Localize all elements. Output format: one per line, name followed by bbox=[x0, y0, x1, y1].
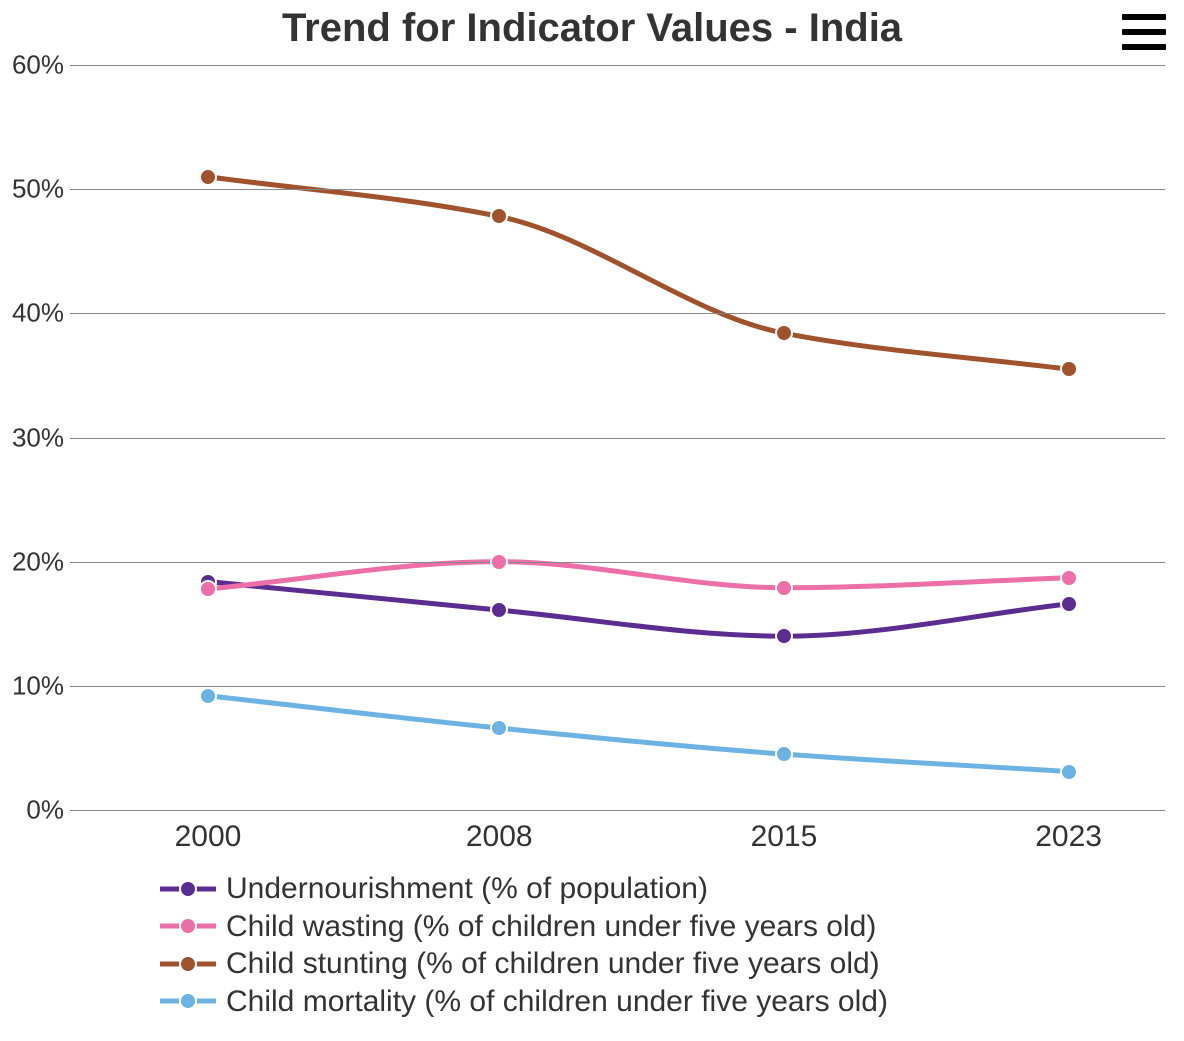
y-axis-tick-label: 20% bbox=[12, 546, 70, 577]
legend-item-undernourishment[interactable]: Undernourishment (% of population) bbox=[160, 870, 888, 908]
series-point-child-mortality[interactable] bbox=[199, 687, 217, 705]
series-point-child-mortality[interactable] bbox=[490, 719, 508, 737]
series-line-child-wasting[interactable] bbox=[208, 562, 1069, 589]
y-axis-tick-label: 10% bbox=[12, 670, 70, 701]
legend-label: Child wasting (% of children under five … bbox=[226, 908, 876, 946]
chart-legend: Undernourishment (% of population)Child … bbox=[160, 870, 888, 1020]
gridline bbox=[70, 562, 1165, 563]
gridline bbox=[70, 65, 1165, 66]
legend-swatch bbox=[160, 950, 216, 978]
legend-item-child-wasting[interactable]: Child wasting (% of children under five … bbox=[160, 908, 888, 946]
chart-menu-icon[interactable] bbox=[1122, 14, 1166, 50]
gridline bbox=[70, 438, 1165, 439]
y-axis-tick-label: 60% bbox=[12, 50, 70, 81]
series-point-child-stunting[interactable] bbox=[1060, 360, 1078, 378]
legend-label: Undernourishment (% of population) bbox=[226, 870, 708, 908]
series-point-child-mortality[interactable] bbox=[775, 745, 793, 763]
series-line-child-mortality[interactable] bbox=[208, 696, 1069, 772]
legend-item-child-stunting[interactable]: Child stunting (% of children under five… bbox=[160, 945, 888, 983]
gridline bbox=[70, 313, 1165, 314]
series-point-child-wasting[interactable] bbox=[1060, 569, 1078, 587]
chart-container: Trend for Indicator Values - India 0%10%… bbox=[0, 0, 1184, 1041]
legend-label: Child stunting (% of children under five… bbox=[226, 945, 880, 983]
series-line-undernourishment[interactable] bbox=[208, 582, 1069, 637]
series-point-child-wasting[interactable] bbox=[490, 553, 508, 571]
series-point-child-stunting[interactable] bbox=[490, 207, 508, 225]
plot-area: 0%10%20%30%40%50%60%2000200820152023 bbox=[70, 65, 1165, 810]
legend-item-child-mortality[interactable]: Child mortality (% of children under fiv… bbox=[160, 983, 888, 1021]
menu-bar bbox=[1122, 14, 1166, 20]
gridline bbox=[70, 189, 1165, 190]
series-point-undernourishment[interactable] bbox=[1060, 595, 1078, 613]
legend-swatch bbox=[160, 987, 216, 1015]
series-point-child-stunting[interactable] bbox=[199, 168, 217, 186]
menu-bar bbox=[1122, 44, 1166, 50]
x-axis-tick-label: 2000 bbox=[175, 810, 242, 854]
series-point-undernourishment[interactable] bbox=[490, 601, 508, 619]
y-axis-tick-label: 0% bbox=[26, 795, 70, 826]
series-point-child-wasting[interactable] bbox=[199, 580, 217, 598]
series-point-child-mortality[interactable] bbox=[1060, 763, 1078, 781]
menu-bar bbox=[1122, 29, 1166, 35]
chart-title: Trend for Indicator Values - India bbox=[0, 6, 1184, 51]
legend-swatch bbox=[160, 875, 216, 903]
y-axis-tick-label: 40% bbox=[12, 298, 70, 329]
gridline bbox=[70, 686, 1165, 687]
series-point-child-stunting[interactable] bbox=[775, 324, 793, 342]
series-point-undernourishment[interactable] bbox=[775, 627, 793, 645]
x-axis-tick-label: 2008 bbox=[466, 810, 533, 854]
series-line-child-stunting[interactable] bbox=[208, 177, 1069, 369]
series-point-child-wasting[interactable] bbox=[775, 579, 793, 597]
x-axis-tick-label: 2015 bbox=[751, 810, 818, 854]
y-axis-tick-label: 30% bbox=[12, 422, 70, 453]
y-axis-tick-label: 50% bbox=[12, 174, 70, 205]
legend-label: Child mortality (% of children under fiv… bbox=[226, 983, 888, 1021]
x-axis-tick-label: 2023 bbox=[1035, 810, 1102, 854]
legend-swatch bbox=[160, 912, 216, 940]
